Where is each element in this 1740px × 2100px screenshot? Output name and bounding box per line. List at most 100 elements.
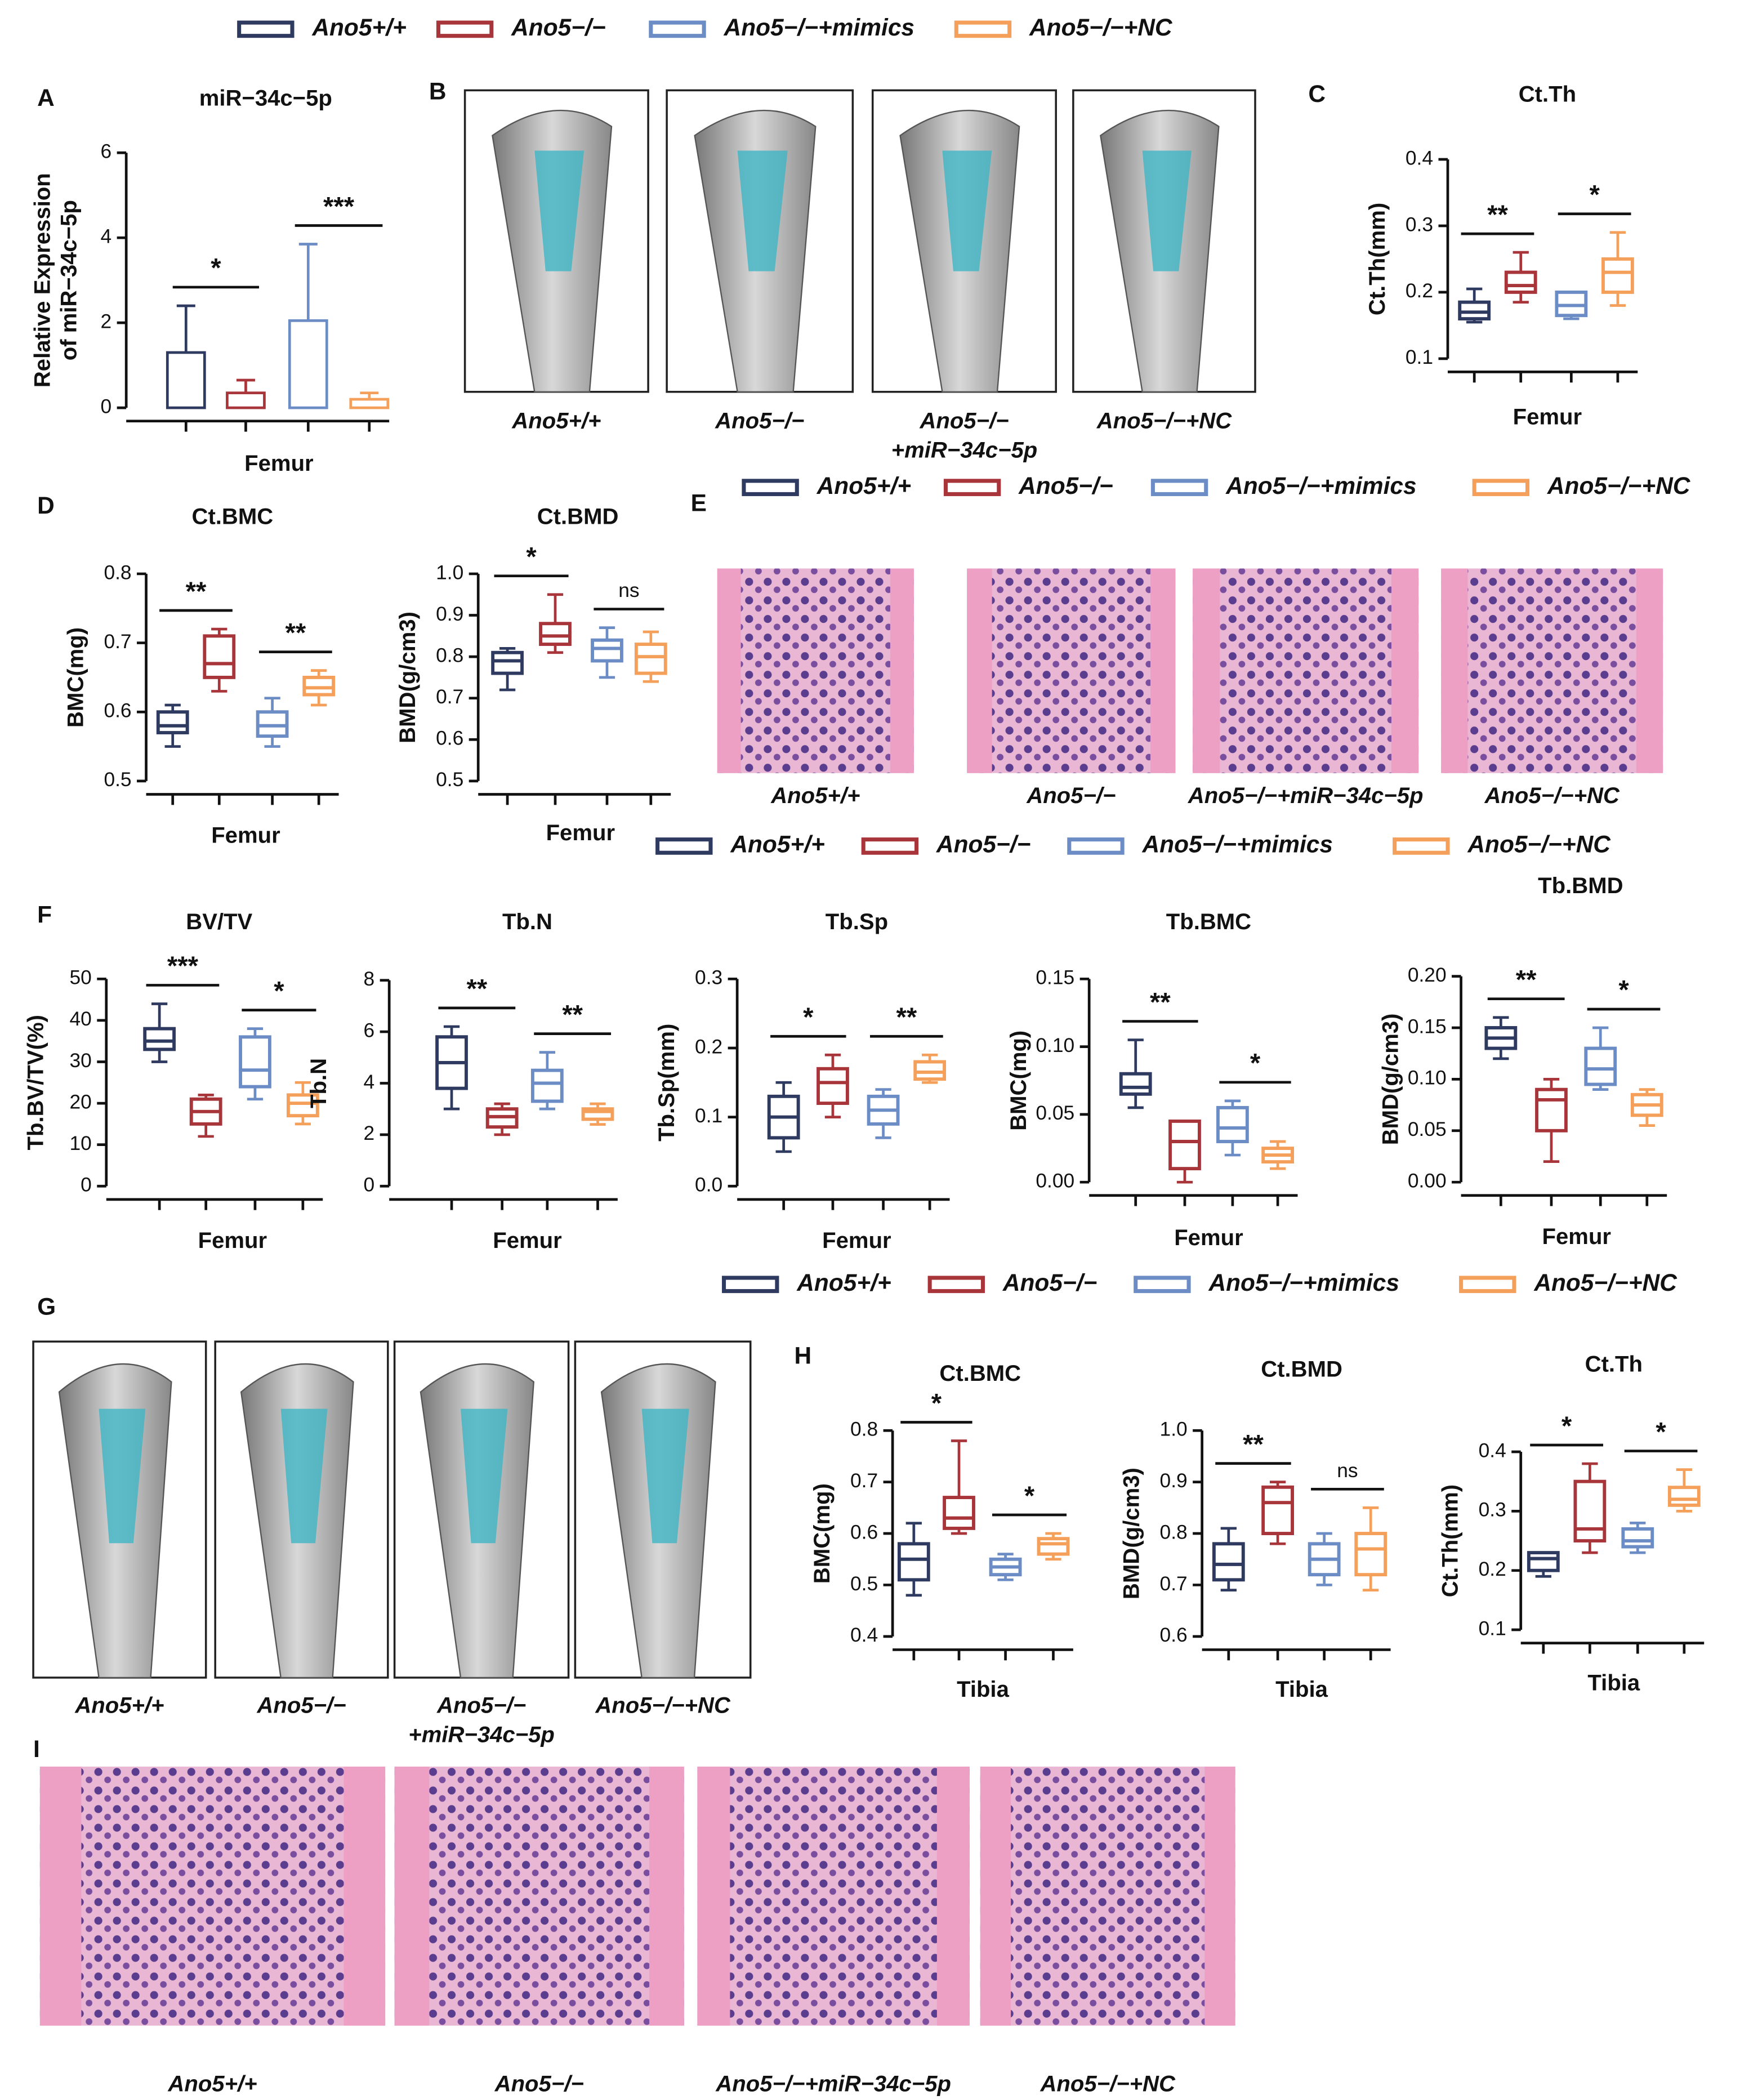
bar — [166, 351, 206, 409]
box — [1037, 1537, 1070, 1556]
legend-label: Ano5−/−+mimics — [1208, 1269, 1399, 1296]
panel-label: G — [37, 1293, 56, 1319]
legend-swatch — [1134, 1276, 1191, 1294]
box — [156, 710, 189, 734]
x-axis-label: Femur — [546, 821, 615, 845]
image-caption: Ano5−/− — [919, 409, 1009, 434]
y-tick-label: 0.8 — [104, 561, 131, 583]
box — [539, 622, 572, 646]
bar — [226, 391, 266, 409]
y-tick-label: 0.7 — [850, 1470, 878, 1492]
legend-label: Ano5+/+ — [311, 14, 406, 41]
y-tick-label: 0.8 — [850, 1419, 878, 1441]
image-caption: +miR−34c−5p — [408, 1722, 555, 1747]
y-axis-label: BMD(g/cm3) — [1119, 1468, 1144, 1599]
significance-label: * — [526, 541, 537, 571]
cortex-right — [936, 1766, 970, 2026]
y-tick-label: 40 — [69, 1008, 91, 1030]
y-tick-label: 0.1 — [695, 1105, 722, 1127]
box — [302, 675, 336, 697]
cortex-left — [717, 568, 741, 773]
trabecular-region — [99, 1408, 146, 1544]
histology-image — [1193, 568, 1419, 773]
x-axis-label: Femur — [1174, 1225, 1243, 1250]
significance-label: * — [211, 253, 221, 283]
significance-label: ** — [1487, 199, 1508, 229]
y-tick-label: 1.0 — [1160, 1419, 1188, 1441]
significance-label: *** — [323, 191, 355, 221]
x-axis-label: Femur — [822, 1228, 891, 1253]
image-caption: Ano5−/− — [256, 1693, 346, 1718]
box — [943, 1496, 975, 1530]
image-caption: Ano5−/−+NC — [595, 1693, 730, 1718]
panel-label: E — [691, 489, 707, 516]
box — [203, 634, 236, 679]
box — [1573, 1479, 1607, 1542]
significance-label: * — [274, 975, 284, 1005]
y-tick-label: 0.2 — [695, 1036, 722, 1058]
y-tick-label: 0.20 — [1408, 964, 1447, 986]
y-tick-label: 0 — [364, 1174, 375, 1196]
cortex-left — [967, 568, 992, 773]
y-tick-label: 0.15 — [1036, 967, 1074, 989]
y-tick-label: 0.4 — [1406, 147, 1433, 169]
box — [239, 1035, 271, 1089]
box — [1212, 1542, 1245, 1582]
y-tick-label: 0.10 — [1408, 1067, 1447, 1089]
box — [1621, 1527, 1654, 1549]
y-tick-label: 50 — [69, 967, 91, 989]
y-tick-label: 4 — [364, 1071, 375, 1093]
legend-label: Ano5−/−+NC — [1533, 1269, 1677, 1296]
image-caption: Ano5−/− — [436, 1693, 526, 1718]
legend-label: Ano5+/+ — [817, 472, 911, 499]
y-tick-label: 0.7 — [1160, 1573, 1188, 1595]
y-axis-label: Tb.N — [306, 1058, 331, 1108]
significance-label: * — [1250, 1048, 1261, 1078]
y-tick-label: 0.6 — [850, 1521, 878, 1543]
y-tick-label: 0 — [81, 1174, 92, 1196]
image-caption: Ano5+/+ — [74, 1693, 164, 1718]
x-axis-label: Tibia — [957, 1677, 1010, 1702]
y-tick-label: 0.3 — [1479, 1499, 1506, 1521]
chart-title: Ct.Th — [1519, 82, 1576, 106]
y-axis-label: Ct.Th(mm) — [1365, 203, 1390, 315]
y-tick-label: 4 — [101, 226, 112, 248]
significance-label: * — [931, 1388, 942, 1417]
legend-label: Ano5−/−+mimics — [1225, 472, 1416, 499]
y-tick-label: 1.0 — [436, 561, 463, 583]
y-tick-label: 20 — [69, 1091, 91, 1113]
cortex-right — [1204, 1766, 1235, 2026]
legend-swatch — [927, 1276, 985, 1294]
y-tick-label: 0.15 — [1408, 1015, 1447, 1037]
box — [286, 1093, 319, 1118]
y-tick-label: 0.2 — [1479, 1558, 1506, 1580]
box — [634, 643, 667, 675]
y-tick-label: 0.2 — [1406, 280, 1433, 302]
significance-label: ** — [562, 999, 583, 1029]
significance-label: ns — [1337, 1460, 1358, 1482]
histology-image — [717, 568, 914, 773]
trabecular-region — [461, 1408, 508, 1544]
y-tick-label: 6 — [364, 1019, 375, 1041]
significance-label: *** — [167, 951, 199, 980]
box — [143, 1027, 176, 1051]
image-caption: Ano5−/− — [1026, 783, 1116, 808]
box — [1216, 1105, 1249, 1143]
legend-label: Ano5−/− — [511, 14, 605, 41]
box — [256, 710, 289, 738]
x-axis-label: Femur — [211, 823, 280, 848]
chart-title: Tb.BMD — [1538, 873, 1623, 898]
x-axis-label: Tibia — [1587, 1670, 1640, 1695]
y-tick-label: 8 — [364, 968, 375, 990]
box — [1584, 1046, 1617, 1086]
image-caption: Ano5−/− — [715, 409, 804, 434]
image-caption: Ano5−/−+NC — [1096, 409, 1232, 434]
y-tick-label: 0.4 — [850, 1624, 878, 1646]
y-tick-label: 0.00 — [1408, 1170, 1447, 1192]
legend-swatch — [1472, 479, 1530, 496]
image-caption: Ano5−/−+NC — [1039, 2072, 1175, 2097]
bar — [349, 398, 390, 409]
cortex-right — [1150, 568, 1176, 773]
panel-label: D — [37, 492, 55, 519]
legend-label: Ano5−/−+NC — [1467, 831, 1611, 858]
